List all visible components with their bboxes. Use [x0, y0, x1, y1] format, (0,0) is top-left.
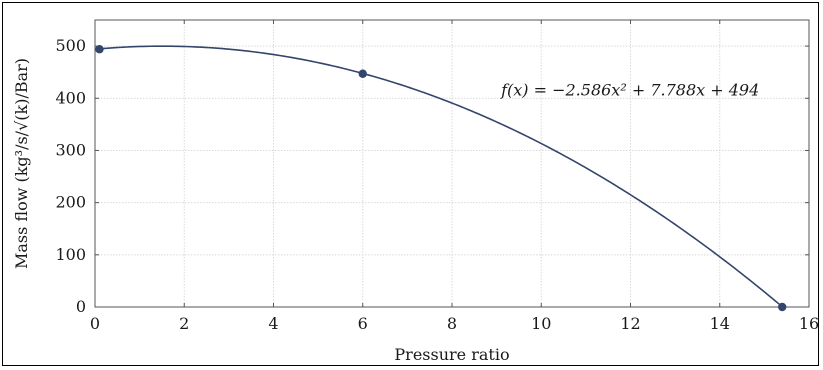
fit-equation-annotation: f(x) = −2.586x² + 7.788x + 494 [500, 80, 759, 99]
x-tick-label: 8 [447, 314, 457, 333]
axis-ticks: 0 2 4 6 8 10 12 14 16 0 100 200 300 400 500 [55, 20, 819, 333]
grid [94, 20, 810, 308]
data-point [95, 45, 104, 54]
y-tick-label: 0 [76, 297, 86, 316]
y-tick-label: 200 [55, 193, 86, 212]
y-tick-label: 300 [55, 140, 86, 159]
y-tick-label: 100 [55, 245, 86, 264]
figure-frame [2, 2, 819, 366]
x-axis-label: Pressure ratio [394, 345, 509, 364]
x-tick-label: 16 [799, 314, 819, 333]
y-axis-label: Mass flow (kg³/s/√(k)/Bar) [12, 58, 31, 269]
x-tick-label: 4 [268, 314, 278, 333]
x-tick-label: 2 [179, 314, 189, 333]
x-tick-label: 12 [620, 314, 640, 333]
data-point [778, 302, 787, 312]
x-tick-label: 14 [710, 314, 730, 333]
x-tick-label: 6 [358, 314, 368, 333]
fit-curve [99, 45, 783, 308]
data-point [358, 69, 367, 78]
x-tick-label: 0 [90, 314, 100, 333]
x-tick-label: 10 [531, 314, 551, 333]
series-layer [95, 45, 787, 312]
y-tick-label: 400 [55, 88, 86, 107]
y-tick-label: 500 [55, 36, 86, 55]
